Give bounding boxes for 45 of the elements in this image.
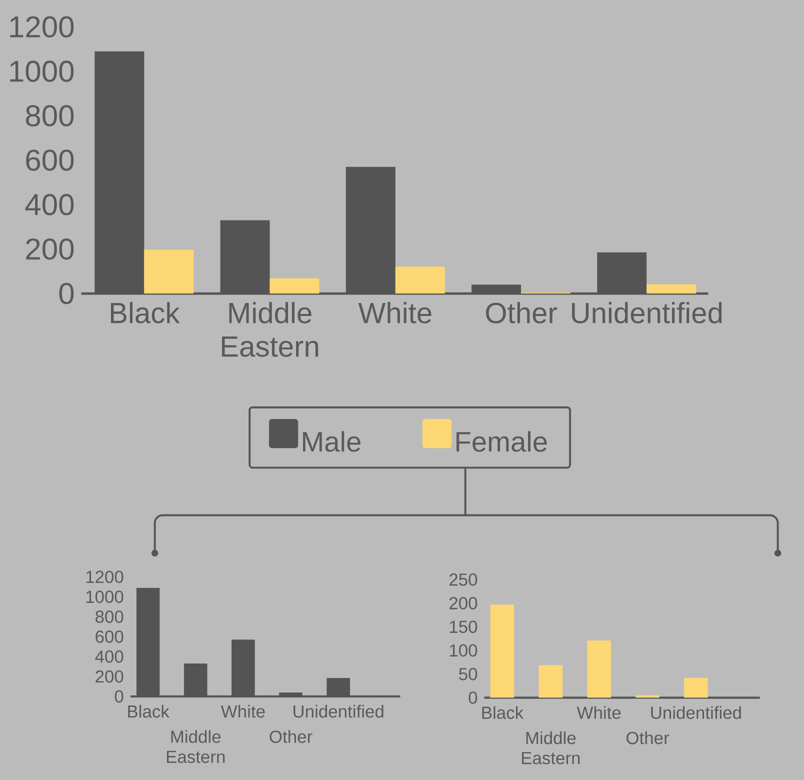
y-tick-label: 100	[450, 644, 478, 657]
x-tick-label: White	[220, 704, 265, 718]
y-tick-label: 800	[26, 105, 74, 126]
y-tick-label: 1200	[86, 570, 124, 583]
x-tick-label: Unidentified	[294, 704, 384, 718]
y-tick-label: 600	[96, 630, 124, 643]
x-tick-label: Black	[128, 704, 170, 718]
y-tick-label: 1200	[10, 16, 74, 38]
y-tick-label: 600	[26, 149, 74, 171]
bar	[395, 266, 445, 294]
legend-label: Female	[456, 431, 547, 452]
y-tick-label: 0	[59, 282, 74, 304]
bar	[684, 678, 708, 698]
y-tick-label: 800	[96, 610, 124, 623]
y-tick-label: 150	[450, 620, 478, 633]
y-tick-label: 0	[468, 691, 478, 704]
y-tick-label: 1000	[10, 60, 74, 82]
y-tick-label: 1000	[86, 590, 124, 603]
x-tick-label: Other	[270, 730, 312, 743]
x-tick-label: White	[358, 302, 432, 324]
x-tick-label: Black	[482, 706, 524, 719]
x-tick-label: Other	[626, 731, 670, 744]
y-tick-label: 400	[25, 194, 74, 216]
y-tick-label: 0	[114, 690, 124, 703]
bar	[490, 604, 514, 698]
x-tick-label: Middle Eastern	[522, 731, 580, 764]
bar	[144, 250, 194, 294]
bar	[270, 278, 320, 294]
y-tick-label: 50	[459, 668, 478, 680]
bar	[538, 665, 563, 698]
x-tick-label: Unidentified	[572, 302, 722, 324]
x-tick-label: Black	[110, 302, 180, 324]
x-tick-label: Middle Eastern	[166, 730, 225, 763]
bar	[646, 284, 696, 294]
y-tick-label: 200	[26, 238, 74, 260]
x-tick-label: White	[576, 706, 621, 719]
x-tick-label: Unidentified	[651, 706, 741, 719]
y-tick-label: 200	[450, 596, 478, 610]
bar	[587, 640, 611, 698]
x-tick-label: Other	[486, 302, 557, 324]
y-tick-label: 250	[450, 573, 478, 586]
y-tick-label: 400	[95, 650, 124, 663]
y-tick-label: 200	[96, 670, 124, 683]
legend-label: Male	[303, 431, 360, 452]
x-tick-label: Middle Eastern	[222, 302, 318, 357]
